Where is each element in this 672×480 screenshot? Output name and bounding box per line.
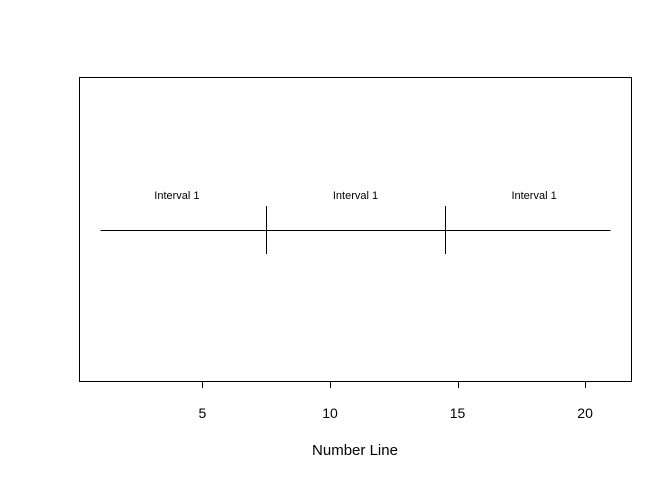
interval-label: Interval 1 [333, 190, 378, 202]
x-axis-title: Number Line [312, 442, 398, 459]
interval-labels: Interval 1 Interval 1 Interval 1 [154, 190, 556, 202]
x-tick-label: 20 [577, 405, 593, 421]
x-tick-label: 5 [199, 405, 207, 421]
x-tick-label: 15 [450, 405, 466, 421]
interval-label: Interval 1 [511, 190, 556, 202]
interval-label: Interval 1 [154, 190, 199, 202]
x-axis: 5 10 15 20 [199, 381, 593, 421]
x-tick-label: 10 [322, 405, 338, 421]
number-line-marks [100, 206, 611, 254]
plot-frame [79, 77, 632, 382]
